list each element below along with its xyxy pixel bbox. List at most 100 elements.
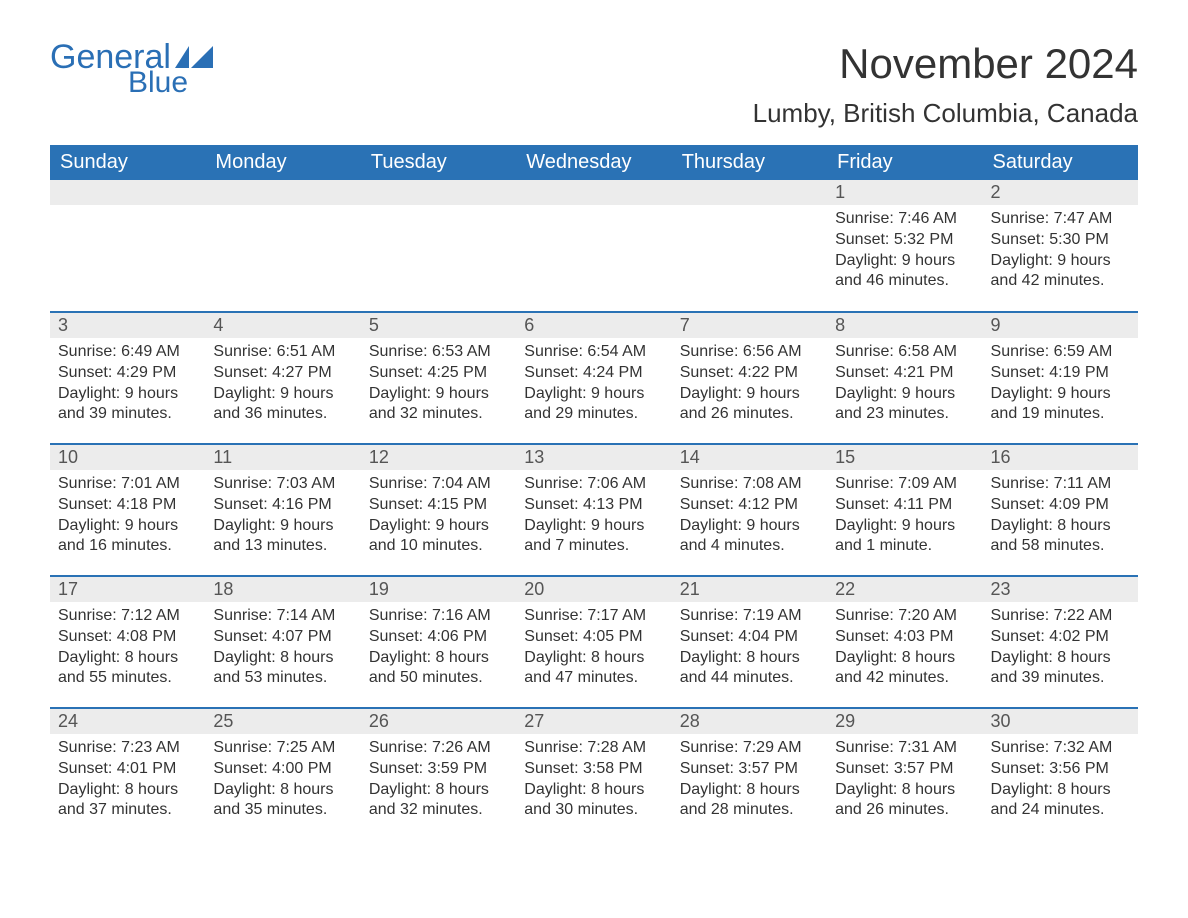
calendar-week-row: 24Sunrise: 7:23 AMSunset: 4:01 PMDayligh… (50, 708, 1138, 840)
sunset-line: Sunset: 5:32 PM (835, 230, 974, 251)
day-number: 8 (827, 313, 982, 338)
day-number: 14 (672, 445, 827, 470)
daylight-line: Daylight: 8 hours and 39 minutes. (991, 648, 1130, 690)
sunset-line: Sunset: 4:03 PM (835, 627, 974, 648)
day-body: Sunrise: 6:59 AMSunset: 4:19 PMDaylight:… (983, 338, 1138, 433)
daylight-line: Daylight: 8 hours and 42 minutes. (835, 648, 974, 690)
daylight-line: Daylight: 8 hours and 55 minutes. (58, 648, 197, 690)
sunset-line: Sunset: 4:09 PM (991, 495, 1130, 516)
daylight-line: Daylight: 9 hours and 42 minutes. (991, 251, 1130, 293)
calendar-day-cell: 13Sunrise: 7:06 AMSunset: 4:13 PMDayligh… (516, 444, 671, 576)
day-number: 19 (361, 577, 516, 602)
sunset-line: Sunset: 4:07 PM (213, 627, 352, 648)
brand-part2: Blue (128, 68, 213, 98)
day-body: Sunrise: 7:12 AMSunset: 4:08 PMDaylight:… (50, 602, 205, 697)
daylight-line: Daylight: 8 hours and 50 minutes. (369, 648, 508, 690)
empty-daynum (361, 180, 516, 205)
calendar-day-cell: 9Sunrise: 6:59 AMSunset: 4:19 PMDaylight… (983, 312, 1138, 444)
day-body: Sunrise: 6:54 AMSunset: 4:24 PMDaylight:… (516, 338, 671, 433)
sunrise-line: Sunrise: 7:06 AM (524, 474, 663, 495)
sunrise-line: Sunrise: 7:01 AM (58, 474, 197, 495)
sunset-line: Sunset: 4:13 PM (524, 495, 663, 516)
sunset-line: Sunset: 3:57 PM (680, 759, 819, 780)
day-number: 20 (516, 577, 671, 602)
sunrise-line: Sunrise: 6:54 AM (524, 342, 663, 363)
day-body: Sunrise: 7:08 AMSunset: 4:12 PMDaylight:… (672, 470, 827, 565)
day-number: 16 (983, 445, 1138, 470)
sunrise-line: Sunrise: 7:14 AM (213, 606, 352, 627)
day-number: 27 (516, 709, 671, 734)
sunset-line: Sunset: 4:06 PM (369, 627, 508, 648)
day-body: Sunrise: 7:14 AMSunset: 4:07 PMDaylight:… (205, 602, 360, 697)
calendar-day-cell: 3Sunrise: 6:49 AMSunset: 4:29 PMDaylight… (50, 312, 205, 444)
sunrise-line: Sunrise: 7:46 AM (835, 209, 974, 230)
empty-daynum (205, 180, 360, 205)
sunset-line: Sunset: 4:27 PM (213, 363, 352, 384)
daylight-line: Daylight: 8 hours and 26 minutes. (835, 780, 974, 822)
sunset-line: Sunset: 3:56 PM (991, 759, 1130, 780)
calendar-day-cell: 23Sunrise: 7:22 AMSunset: 4:02 PMDayligh… (983, 576, 1138, 708)
sunrise-line: Sunrise: 7:20 AM (835, 606, 974, 627)
sunset-line: Sunset: 4:15 PM (369, 495, 508, 516)
day-body: Sunrise: 7:29 AMSunset: 3:57 PMDaylight:… (672, 734, 827, 829)
sunrise-line: Sunrise: 7:11 AM (991, 474, 1130, 495)
calendar-day-cell: 6Sunrise: 6:54 AMSunset: 4:24 PMDaylight… (516, 312, 671, 444)
daylight-line: Daylight: 9 hours and 1 minute. (835, 516, 974, 558)
sunset-line: Sunset: 4:24 PM (524, 363, 663, 384)
location: Lumby, British Columbia, Canada (753, 98, 1138, 129)
day-body: Sunrise: 6:53 AMSunset: 4:25 PMDaylight:… (361, 338, 516, 433)
calendar-table: SundayMondayTuesdayWednesdayThursdayFrid… (50, 145, 1138, 840)
calendar-day-cell: 16Sunrise: 7:11 AMSunset: 4:09 PMDayligh… (983, 444, 1138, 576)
daylight-line: Daylight: 8 hours and 37 minutes. (58, 780, 197, 822)
sunrise-line: Sunrise: 7:23 AM (58, 738, 197, 759)
sunrise-line: Sunrise: 7:25 AM (213, 738, 352, 759)
day-number: 17 (50, 577, 205, 602)
sunset-line: Sunset: 4:19 PM (991, 363, 1130, 384)
day-body: Sunrise: 7:09 AMSunset: 4:11 PMDaylight:… (827, 470, 982, 565)
daylight-line: Daylight: 9 hours and 4 minutes. (680, 516, 819, 558)
sunrise-line: Sunrise: 7:16 AM (369, 606, 508, 627)
calendar-day-cell: 8Sunrise: 6:58 AMSunset: 4:21 PMDaylight… (827, 312, 982, 444)
day-body: Sunrise: 7:28 AMSunset: 3:58 PMDaylight:… (516, 734, 671, 829)
day-number: 26 (361, 709, 516, 734)
day-number: 29 (827, 709, 982, 734)
day-number: 12 (361, 445, 516, 470)
day-body: Sunrise: 7:20 AMSunset: 4:03 PMDaylight:… (827, 602, 982, 697)
calendar-day-cell: 2Sunrise: 7:47 AMSunset: 5:30 PMDaylight… (983, 180, 1138, 312)
daylight-line: Daylight: 8 hours and 24 minutes. (991, 780, 1130, 822)
day-number: 25 (205, 709, 360, 734)
day-body: Sunrise: 7:47 AMSunset: 5:30 PMDaylight:… (983, 205, 1138, 300)
daylight-line: Daylight: 8 hours and 28 minutes. (680, 780, 819, 822)
calendar-day-cell: 11Sunrise: 7:03 AMSunset: 4:16 PMDayligh… (205, 444, 360, 576)
weekday-header: Monday (205, 145, 360, 180)
sunrise-line: Sunrise: 7:17 AM (524, 606, 663, 627)
calendar-day-cell: 20Sunrise: 7:17 AMSunset: 4:05 PMDayligh… (516, 576, 671, 708)
sunset-line: Sunset: 4:18 PM (58, 495, 197, 516)
sunrise-line: Sunrise: 6:51 AM (213, 342, 352, 363)
sunrise-line: Sunrise: 6:59 AM (991, 342, 1130, 363)
daylight-line: Daylight: 9 hours and 36 minutes. (213, 384, 352, 426)
weekday-header: Wednesday (516, 145, 671, 180)
sunset-line: Sunset: 4:00 PM (213, 759, 352, 780)
daylight-line: Daylight: 8 hours and 53 minutes. (213, 648, 352, 690)
sunrise-line: Sunrise: 7:04 AM (369, 474, 508, 495)
calendar-day-cell: 21Sunrise: 7:19 AMSunset: 4:04 PMDayligh… (672, 576, 827, 708)
calendar-day-cell: 28Sunrise: 7:29 AMSunset: 3:57 PMDayligh… (672, 708, 827, 840)
day-body: Sunrise: 7:22 AMSunset: 4:02 PMDaylight:… (983, 602, 1138, 697)
day-body: Sunrise: 7:31 AMSunset: 3:57 PMDaylight:… (827, 734, 982, 829)
day-body: Sunrise: 6:58 AMSunset: 4:21 PMDaylight:… (827, 338, 982, 433)
calendar-day-cell: 22Sunrise: 7:20 AMSunset: 4:03 PMDayligh… (827, 576, 982, 708)
sunset-line: Sunset: 4:02 PM (991, 627, 1130, 648)
day-number: 23 (983, 577, 1138, 602)
calendar-empty-cell (672, 180, 827, 312)
sunset-line: Sunset: 4:29 PM (58, 363, 197, 384)
calendar-day-cell: 25Sunrise: 7:25 AMSunset: 4:00 PMDayligh… (205, 708, 360, 840)
sunset-line: Sunset: 4:08 PM (58, 627, 197, 648)
daylight-line: Daylight: 9 hours and 23 minutes. (835, 384, 974, 426)
sunrise-line: Sunrise: 6:53 AM (369, 342, 508, 363)
day-body: Sunrise: 6:56 AMSunset: 4:22 PMDaylight:… (672, 338, 827, 433)
day-body: Sunrise: 7:26 AMSunset: 3:59 PMDaylight:… (361, 734, 516, 829)
sunrise-line: Sunrise: 7:29 AM (680, 738, 819, 759)
calendar-day-cell: 12 Sunrise: 7:04 AMSunset: 4:15 PMDayligh… (361, 444, 516, 576)
daylight-line: Daylight: 9 hours and 10 minutes. (369, 516, 508, 558)
